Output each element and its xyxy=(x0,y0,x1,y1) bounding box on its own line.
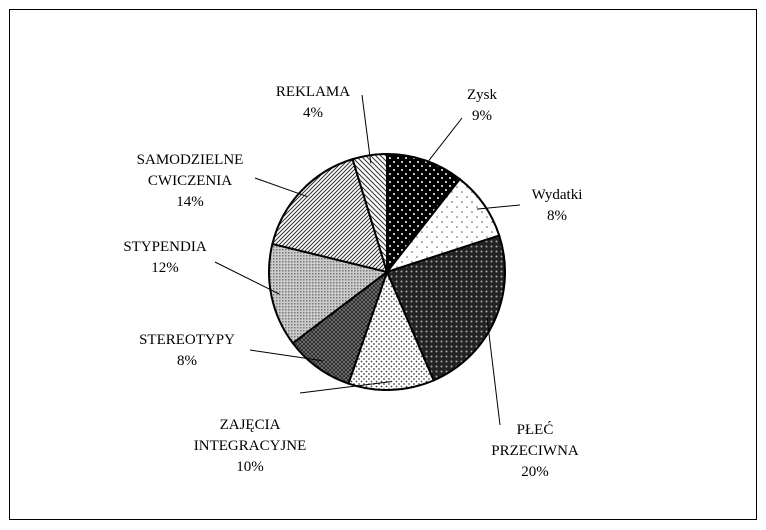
slice-label: REKLAMA 4% xyxy=(228,82,398,124)
category-label: ZAJĘCIA INTEGRACYJNE xyxy=(193,417,307,454)
category-label: SAMODZIELNE CWICZENIA xyxy=(136,152,244,189)
leader-line xyxy=(486,317,501,426)
frame xyxy=(9,9,757,520)
pie-slice xyxy=(271,157,389,274)
slice-label: ZAJĘCIA INTEGRACYJNE 10% xyxy=(165,415,335,478)
leader-line xyxy=(476,204,521,210)
pie-slice xyxy=(386,152,462,275)
slice-label: Wydatki 8% xyxy=(472,185,642,227)
slice-label: PŁEĆ PRZECIWNA 20% xyxy=(450,420,620,483)
value-label: 14% xyxy=(176,194,204,210)
value-label: 8% xyxy=(547,208,567,224)
category-label: REKLAMA xyxy=(275,84,351,100)
pie-slice xyxy=(347,269,435,391)
category-label: PŁEĆ PRZECIWNA xyxy=(491,422,579,459)
value-label: 9% xyxy=(472,108,492,124)
pie-slice xyxy=(385,234,506,382)
slice-label: STYPENDIA 12% xyxy=(80,237,250,279)
leader-line xyxy=(422,117,463,169)
slice-label: Zysk 9% xyxy=(397,85,567,127)
leader-line xyxy=(214,261,280,295)
slice-label: SAMODZIELNE CWICZENIA 14% xyxy=(105,150,275,213)
leader-line xyxy=(254,177,308,198)
value-label: 20% xyxy=(521,464,549,480)
value-label: 10% xyxy=(236,459,264,475)
leader-line xyxy=(361,94,372,164)
category-label: STEREOTYPY xyxy=(139,332,235,348)
pie-slice xyxy=(268,242,390,345)
slice-label: STEREOTYPY 8% xyxy=(102,330,272,372)
category-label: STYPENDIA xyxy=(123,239,207,255)
value-label: 8% xyxy=(177,353,197,369)
leader-line xyxy=(299,381,392,394)
value-label: 4% xyxy=(303,105,323,121)
category-label: Wydatki xyxy=(531,187,583,203)
category-label: Zysk xyxy=(467,87,497,103)
value-label: 12% xyxy=(151,260,179,276)
leader-line xyxy=(249,349,323,362)
